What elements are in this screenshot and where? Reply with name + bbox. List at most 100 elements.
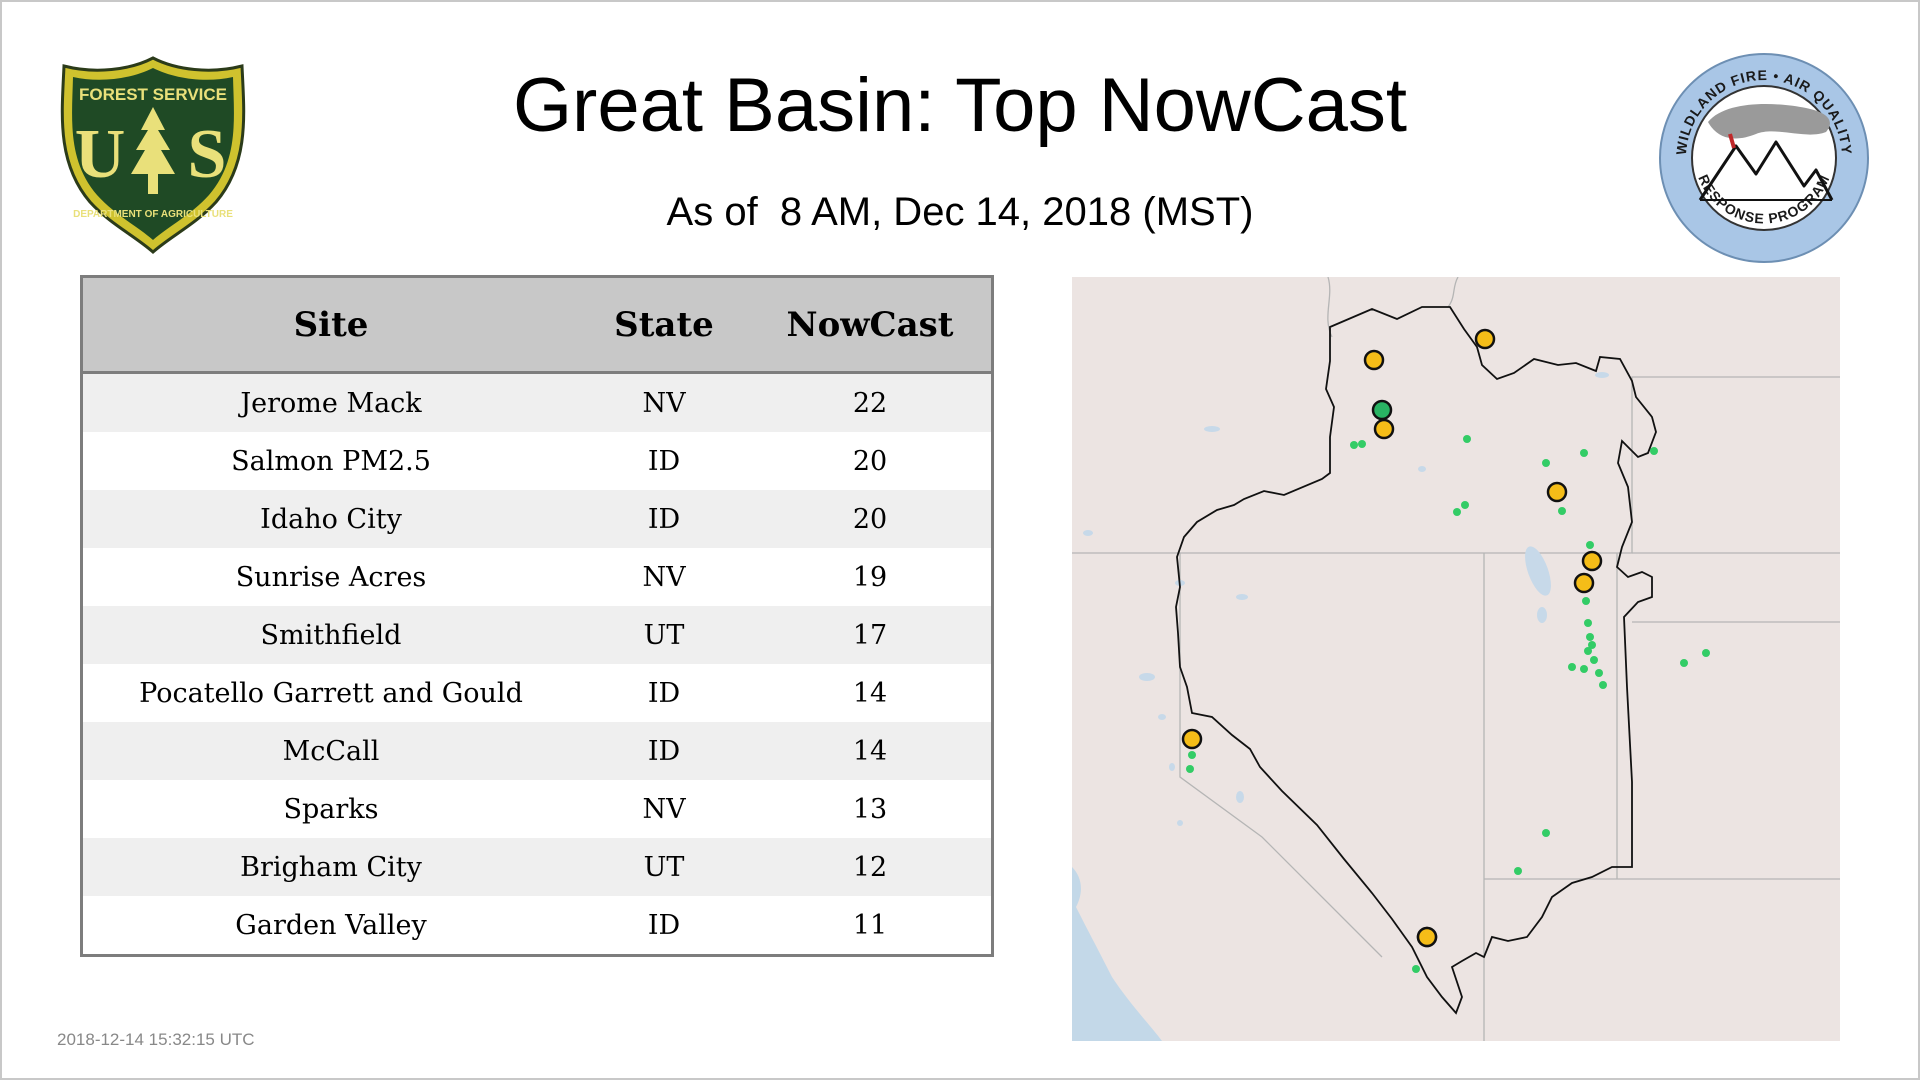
great-basin-outline — [1175, 306, 1657, 1015]
good-monitor-marker-large — [1371, 399, 1393, 421]
cell-nowcast: 14 — [852, 735, 888, 767]
good-monitor-marker — [1542, 459, 1550, 467]
cell-state: NV — [642, 793, 686, 825]
column-header-state: State — [614, 304, 714, 345]
cell-site: Brigham City — [240, 851, 422, 883]
good-monitor-marker — [1350, 441, 1358, 449]
good-monitor-marker — [1188, 751, 1196, 759]
cell-site: Salmon PM2.5 — [231, 445, 431, 477]
moderate-monitor-markers — [1181, 328, 1603, 948]
map-canvas — [1072, 277, 1840, 1041]
cell-site: Sunrise Acres — [235, 561, 427, 593]
cell-state: ID — [647, 735, 681, 767]
good-monitor-marker — [1702, 649, 1710, 657]
cell-nowcast: 20 — [852, 445, 888, 477]
table-header: Site State NowCast — [83, 278, 991, 374]
good-monitor-marker — [1680, 659, 1688, 667]
moderate-monitor-marker — [1581, 550, 1603, 572]
good-monitor-marker — [1461, 501, 1469, 509]
cell-nowcast: 17 — [852, 619, 888, 651]
lakes — [1083, 372, 1609, 826]
good-monitor-marker — [1580, 665, 1588, 673]
svg-text:U: U — [75, 116, 126, 193]
table-row: Smithfield UT 17 — [83, 606, 991, 664]
cell-state: ID — [647, 445, 681, 477]
good-monitor-marker — [1590, 656, 1598, 664]
svg-text:S: S — [188, 116, 227, 193]
good-monitor-marker — [1558, 507, 1566, 515]
column-header-nowcast: NowCast — [786, 304, 954, 345]
forest-service-shield-icon: FOREST SERVICE U S DEPARTMENT OF AGRICUL… — [60, 56, 246, 255]
cell-nowcast: 19 — [852, 561, 888, 593]
page-subtitle: As of 8 AM, Dec 14, 2018 (MST) — [666, 190, 1254, 234]
region-map[interactable] — [1072, 277, 1840, 1041]
cell-state: ID — [647, 503, 681, 535]
page-title: Great Basin: Top NowCast — [512, 63, 1408, 148]
cell-nowcast: 20 — [852, 503, 888, 535]
overlap-marker — [1416, 926, 1438, 948]
table-body: Jerome Mack NV 22 Salmon PM2.5 ID 20 Ida… — [83, 374, 991, 954]
good-monitor-marker — [1568, 663, 1576, 671]
table-row: Brigham City UT 12 — [83, 838, 991, 896]
moderate-monitor-marker — [1546, 481, 1568, 503]
cell-nowcast: 14 — [852, 677, 888, 709]
good-monitor-marker — [1514, 867, 1522, 875]
table-row: McCall ID 14 — [83, 722, 991, 780]
good-monitor-marker — [1453, 508, 1461, 516]
cell-state: ID — [647, 677, 681, 709]
nowcast-table: Site State NowCast Jerome Mack NV 22 Sal… — [80, 275, 994, 957]
good-monitor-marker — [1588, 641, 1596, 649]
table-row: Idaho City ID 20 — [83, 490, 991, 548]
good-monitor-marker — [1584, 619, 1592, 627]
table-row: Salmon PM2.5 ID 20 — [83, 432, 991, 490]
good-monitor-marker — [1599, 681, 1607, 689]
table-row: Garden Valley ID 11 — [83, 896, 991, 954]
good-monitor-marker — [1542, 829, 1550, 837]
cell-site: Jerome Mack — [240, 387, 422, 419]
cell-state: UT — [643, 851, 685, 883]
good-monitor-marker — [1586, 541, 1594, 549]
cell-site: Pocatello Garrett and Gould — [139, 677, 523, 709]
generated-timestamp: 2018-12-14 15:32:15 UTC — [57, 1030, 255, 1049]
cell-site: Sparks — [283, 793, 379, 825]
moderate-monitor-marker — [1181, 728, 1203, 750]
moderate-monitor-marker — [1573, 572, 1595, 594]
cell-nowcast: 12 — [852, 851, 888, 883]
svg-text:FOREST SERVICE: FOREST SERVICE — [79, 85, 227, 104]
good-monitor-marker — [1358, 440, 1366, 448]
table-row: Sunrise Acres NV 19 — [83, 548, 991, 606]
wildland-fire-air-quality-seal-icon: WILDLAND FIRE • AIR QUALITY RESPONSE PRO… — [1659, 53, 1869, 263]
cell-state: NV — [642, 387, 686, 419]
svg-text:DEPARTMENT OF AGRICULTURE: DEPARTMENT OF AGRICULTURE — [73, 209, 233, 220]
good-monitor-marker — [1582, 597, 1590, 605]
cell-state: UT — [643, 619, 685, 651]
table-row: Jerome Mack NV 22 — [83, 374, 991, 432]
cell-state: ID — [647, 909, 681, 941]
ocean-area — [1072, 867, 1162, 1041]
good-monitor-marker — [1584, 647, 1592, 655]
column-header-site: Site — [293, 304, 369, 345]
cell-site: Smithfield — [260, 619, 402, 651]
good-monitor-marker — [1463, 435, 1471, 443]
cell-site: Idaho City — [260, 503, 402, 535]
map-land — [1072, 277, 1840, 1041]
table-row: Pocatello Garrett and Gould ID 14 — [83, 664, 991, 722]
good-monitor-marker — [1186, 765, 1194, 773]
cell-nowcast: 22 — [852, 387, 888, 419]
good-large-monitor-markers — [1371, 399, 1393, 421]
good-monitor-marker — [1586, 633, 1594, 641]
cell-state: NV — [642, 561, 686, 593]
good-monitor-marker — [1595, 669, 1603, 677]
cell-site: McCall — [282, 735, 380, 767]
table-row: Sparks NV 13 — [83, 780, 991, 838]
moderate-monitor-marker — [1363, 349, 1385, 371]
good-monitor-marker — [1580, 449, 1588, 457]
cell-nowcast: 11 — [852, 909, 888, 941]
moderate-monitor-marker — [1474, 328, 1496, 350]
good-monitor-marker — [1650, 447, 1658, 455]
moderate-monitor-marker — [1373, 418, 1395, 440]
cell-nowcast: 13 — [852, 793, 888, 825]
good-monitor-marker — [1412, 965, 1420, 973]
good-monitor-markers — [1186, 435, 1710, 973]
